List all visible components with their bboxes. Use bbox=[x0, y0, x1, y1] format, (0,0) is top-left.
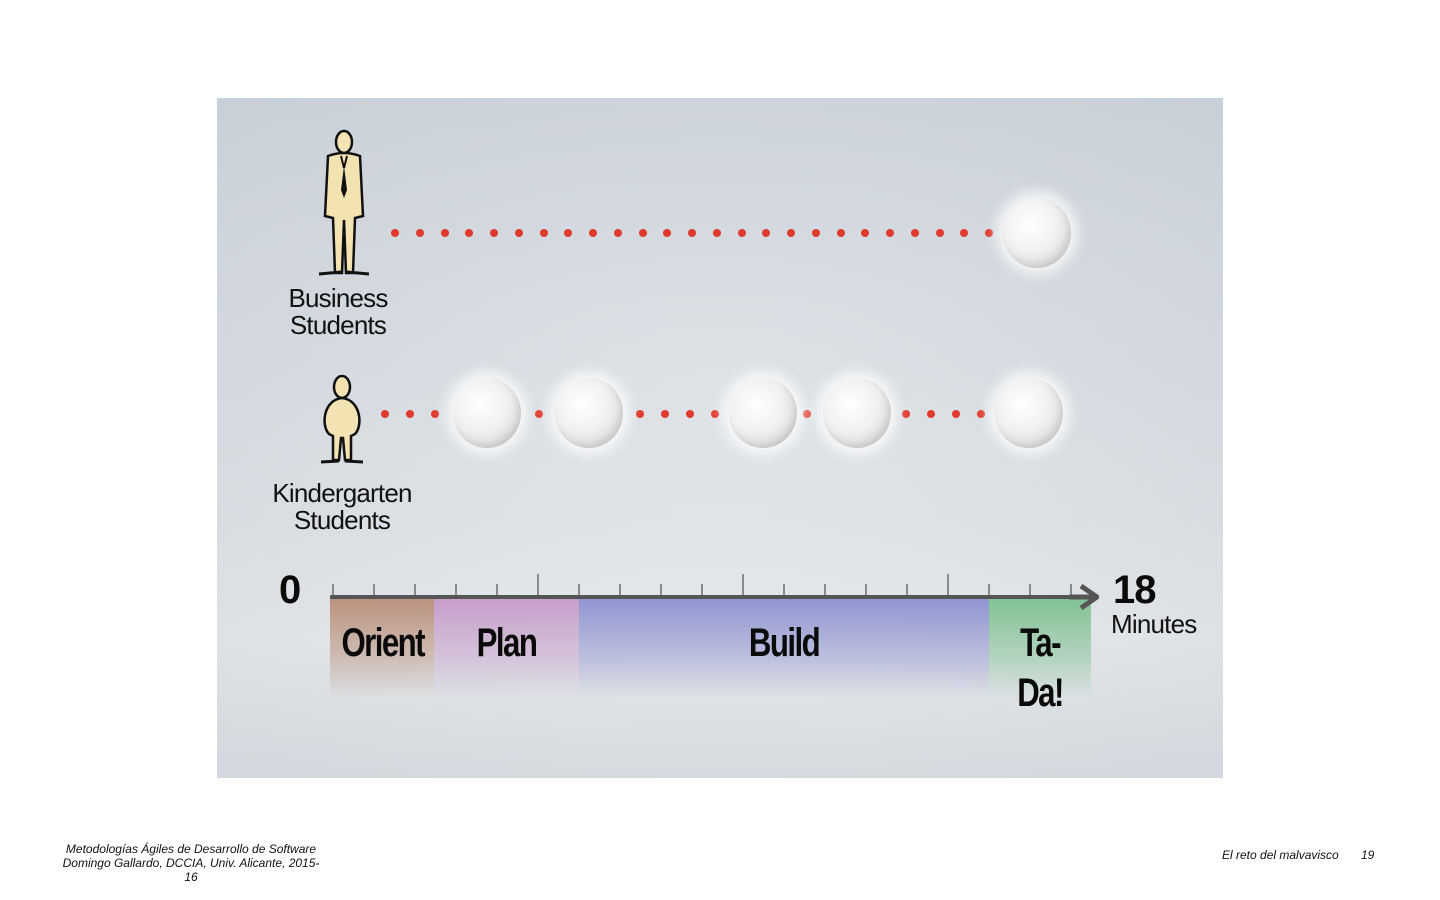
path-dot bbox=[738, 229, 746, 237]
phase-build-label: Build bbox=[748, 621, 821, 665]
path-dot bbox=[911, 229, 919, 237]
path-dot bbox=[381, 410, 389, 418]
kindergarten-label-line1: Kindergarten bbox=[272, 478, 412, 508]
footer-left: Metodologías Ágiles de Desarrollo de Sof… bbox=[56, 842, 326, 884]
axis-tick bbox=[660, 584, 662, 596]
path-dot bbox=[936, 229, 944, 237]
phase-tada-label: Ta-Da! bbox=[1017, 621, 1064, 715]
path-dot bbox=[803, 410, 811, 418]
marshmallow-icon bbox=[729, 378, 797, 448]
phase-plan-band bbox=[434, 598, 579, 698]
path-dot bbox=[686, 410, 694, 418]
marshmallow-icon bbox=[555, 378, 623, 448]
marshmallow-icon bbox=[1003, 198, 1071, 268]
axis-tick bbox=[619, 584, 621, 596]
path-dot bbox=[614, 229, 622, 237]
path-dot bbox=[465, 229, 473, 237]
business-label-line1: Business bbox=[288, 283, 388, 313]
axis-unit-label: Minutes bbox=[1111, 609, 1197, 639]
axis-tick bbox=[783, 584, 785, 596]
path-dot bbox=[688, 229, 696, 237]
axis-tick bbox=[537, 574, 539, 596]
kindergarten-label-line2: Students bbox=[293, 505, 391, 535]
path-dot bbox=[812, 229, 820, 237]
phase-build-band bbox=[579, 598, 989, 698]
path-dot bbox=[952, 410, 960, 418]
axis-tick bbox=[947, 574, 949, 596]
path-dot bbox=[661, 410, 669, 418]
path-dot bbox=[636, 410, 644, 418]
path-dot bbox=[564, 229, 572, 237]
marshmallow-icon bbox=[823, 378, 891, 448]
phase-tada-band bbox=[989, 598, 1091, 698]
path-dot bbox=[902, 410, 910, 418]
axis-tick bbox=[1029, 584, 1031, 596]
axis-tick bbox=[988, 584, 990, 596]
path-dot bbox=[540, 229, 548, 237]
path-dot bbox=[431, 410, 439, 418]
axis-tick bbox=[701, 584, 703, 596]
footer-section-title: El reto del malvavisco bbox=[1222, 848, 1339, 862]
path-dot bbox=[787, 229, 795, 237]
path-dot bbox=[960, 229, 968, 237]
footer-page-number: 19 bbox=[1361, 848, 1375, 862]
path-dot bbox=[861, 229, 869, 237]
marshmallow-icon bbox=[995, 378, 1063, 448]
path-dot bbox=[663, 229, 671, 237]
path-dot bbox=[837, 229, 845, 237]
phase-plan-label: Plan bbox=[476, 621, 538, 665]
phase-orient-label: Orient bbox=[341, 621, 425, 665]
axis-start-label: 0 bbox=[279, 568, 301, 612]
axis-tick bbox=[824, 584, 826, 596]
path-dot bbox=[441, 229, 449, 237]
path-dot bbox=[515, 229, 523, 237]
axis-tick bbox=[455, 584, 457, 596]
path-dot bbox=[391, 229, 399, 237]
path-dot bbox=[589, 229, 597, 237]
slide-canvas: Business Students Kindergarten Students … bbox=[217, 98, 1223, 778]
path-dot bbox=[490, 229, 498, 237]
path-dot bbox=[713, 229, 721, 237]
axis-tick bbox=[414, 584, 416, 596]
path-dot bbox=[711, 410, 719, 418]
axis-tick bbox=[865, 584, 867, 596]
phase-orient-band bbox=[330, 598, 434, 698]
path-dot bbox=[886, 229, 894, 237]
kindergarten-child-icon bbox=[320, 374, 364, 464]
path-dot bbox=[406, 410, 414, 418]
path-dot bbox=[535, 410, 543, 418]
axis-tick bbox=[373, 584, 375, 596]
axis-tick bbox=[496, 584, 498, 596]
path-dot bbox=[762, 229, 770, 237]
path-dot bbox=[639, 229, 647, 237]
business-person-icon bbox=[318, 129, 370, 276]
marshmallow-icon bbox=[453, 378, 521, 448]
arrow-right-icon bbox=[1069, 584, 1099, 610]
footer-course-title: Metodologías Ágiles de Desarrollo de Sof… bbox=[65, 842, 317, 856]
path-dot bbox=[416, 229, 424, 237]
axis-tick bbox=[906, 584, 908, 596]
path-dot bbox=[977, 410, 985, 418]
business-label-line2: Students bbox=[289, 310, 387, 340]
kindergarten-students-label: Kindergarten Students bbox=[257, 480, 427, 534]
business-students-label: Business Students bbox=[267, 285, 409, 339]
timeline-axis bbox=[330, 595, 1082, 599]
axis-tick bbox=[578, 584, 580, 596]
path-dot bbox=[927, 410, 935, 418]
axis-tick bbox=[1070, 584, 1072, 596]
axis-tick bbox=[742, 574, 744, 596]
footer-author-line: Domingo Gallardo, DCCIA, Univ. Alicante,… bbox=[62, 856, 320, 884]
axis-tick bbox=[332, 584, 334, 596]
path-dot bbox=[985, 229, 993, 237]
axis-end-label: 18 bbox=[1113, 568, 1156, 612]
